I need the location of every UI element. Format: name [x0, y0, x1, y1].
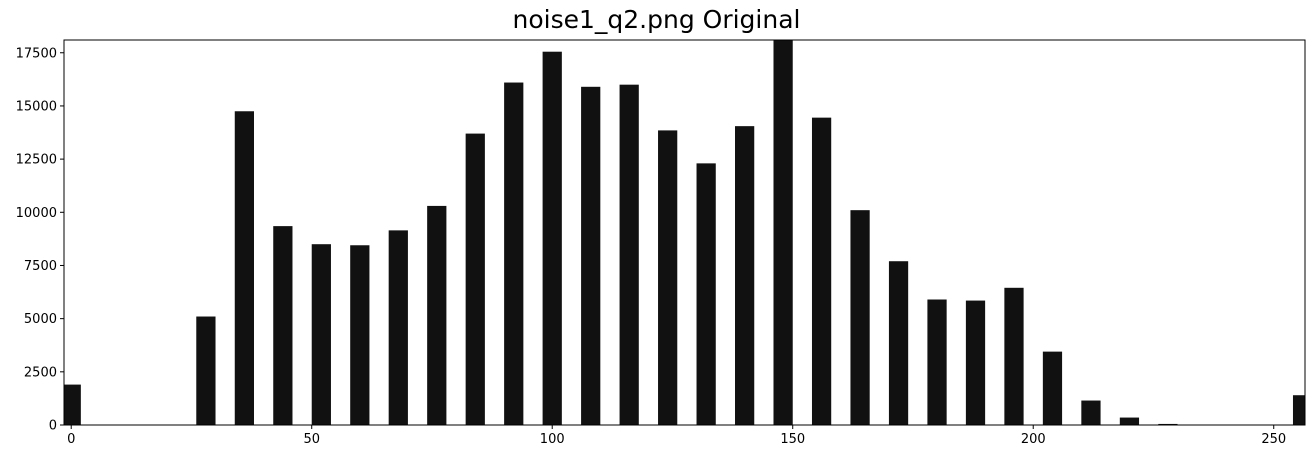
y-tick-label: 12500: [16, 153, 57, 168]
histogram-bar: [965, 300, 986, 425]
histogram-bar: [542, 51, 562, 425]
histogram-bar: [64, 384, 81, 425]
histogram-bar: [1081, 400, 1101, 425]
y-axis: 0 2500 5000 7500 10000 12500 15000 17500: [16, 46, 64, 434]
histogram-bar: [735, 126, 755, 426]
histogram-bar: [619, 84, 639, 426]
histogram-bar: [927, 299, 947, 425]
histogram-bar: [465, 133, 485, 425]
histogram-bar: [773, 40, 793, 425]
histogram-bar: [350, 245, 370, 425]
x-tick-label: 250: [1261, 432, 1286, 447]
histogram-bar: [1119, 417, 1140, 425]
histogram-bar: [273, 226, 293, 425]
histogram-bar: [196, 316, 216, 425]
x-tick-label: 0: [67, 432, 75, 447]
histogram-bar: [1004, 287, 1024, 425]
x-axis: 0 50 100 150 200 250: [67, 425, 1286, 447]
histogram-bar: [1292, 395, 1305, 425]
y-tick-label: 5000: [24, 312, 57, 327]
x-tick-label: 50: [303, 432, 320, 447]
x-tick-label: 100: [540, 432, 565, 447]
x-tick-label: 150: [780, 432, 805, 447]
histogram-bar: [234, 111, 254, 425]
bars-group: [64, 40, 1305, 426]
plot-frame: [63, 39, 1306, 426]
y-tick-label: 7500: [24, 259, 57, 274]
histogram-bar: [850, 210, 870, 425]
histogram-bar: [1158, 423, 1178, 425]
y-tick-label: 17500: [16, 46, 57, 61]
histogram-bar: [581, 86, 601, 426]
y-tick-label: 10000: [16, 206, 57, 221]
histogram-bar: [888, 261, 909, 425]
y-tick-label: 0: [49, 419, 57, 434]
y-tick-label: 2500: [24, 365, 57, 380]
histogram-bar: [311, 244, 331, 425]
x-tick-label: 200: [1021, 432, 1046, 447]
histogram-bar: [388, 230, 408, 425]
histogram-bar: [427, 205, 447, 425]
y-tick-label: 15000: [16, 99, 57, 114]
histogram-bar: [811, 117, 832, 425]
histogram-bar: [658, 130, 678, 425]
chart-title: noise1_q2.png Original: [512, 5, 801, 34]
histogram-bar: [504, 82, 524, 425]
histogram-bar: [1042, 351, 1063, 425]
histogram-bar: [696, 163, 716, 425]
